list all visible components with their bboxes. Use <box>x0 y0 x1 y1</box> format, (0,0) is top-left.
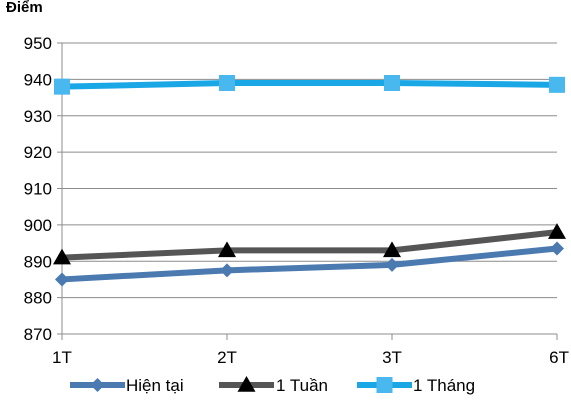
series-line <box>61 245 558 283</box>
legend-label: Hiện tại <box>126 376 184 395</box>
y-tick-label: 930 <box>24 107 52 126</box>
legend-marker <box>376 377 393 393</box>
legend-marker <box>90 378 105 392</box>
legend-label: 1 Tháng <box>413 376 475 395</box>
y-tick-label: 880 <box>24 289 52 308</box>
y-tick-label: 920 <box>24 143 52 162</box>
data-point <box>550 241 564 256</box>
data-point <box>55 272 69 287</box>
y-tick-label: 900 <box>24 216 52 235</box>
y-tick-label: 910 <box>24 180 52 199</box>
x-tick-label: 2T <box>217 348 237 367</box>
legend-item: 1 Tháng <box>357 376 475 395</box>
series-0 <box>55 241 564 287</box>
x-tick-label: 3T <box>382 348 402 367</box>
legend-item: 1 Tuần <box>219 376 328 395</box>
data-point <box>54 78 70 95</box>
y-tick-label: 950 <box>24 34 52 53</box>
data-point <box>53 248 71 265</box>
x-tick-label: 6T <box>549 348 569 367</box>
series-line <box>61 80 558 90</box>
data-point <box>549 76 565 93</box>
data-point <box>220 263 234 278</box>
y-tick-label: 940 <box>24 70 52 89</box>
gridlines <box>62 42 557 299</box>
legend-item: Hiện tại <box>70 376 184 395</box>
series-line <box>61 229 558 261</box>
data-point <box>384 75 400 92</box>
y-axis-label: Điểm <box>6 0 43 16</box>
data-point <box>383 241 401 258</box>
y-tick-label: 890 <box>24 252 52 271</box>
series-1 <box>53 223 566 265</box>
legend: Hiện tại 1 Tuần 1 Tháng <box>70 376 475 395</box>
legend-label: 1 Tuần <box>276 376 328 395</box>
x-tick-label: 1T <box>52 348 72 367</box>
series-2 <box>54 75 565 95</box>
data-point <box>548 223 566 239</box>
data-point <box>385 257 399 272</box>
data-point <box>218 241 236 258</box>
y-tick-label: 870 <box>24 325 52 344</box>
legend-marker <box>237 376 256 392</box>
data-point <box>219 75 235 92</box>
axes: 870 880 890 900 910 920 930 940 950 1T 2T 3T 6T <box>24 34 569 367</box>
series-group <box>53 75 566 287</box>
